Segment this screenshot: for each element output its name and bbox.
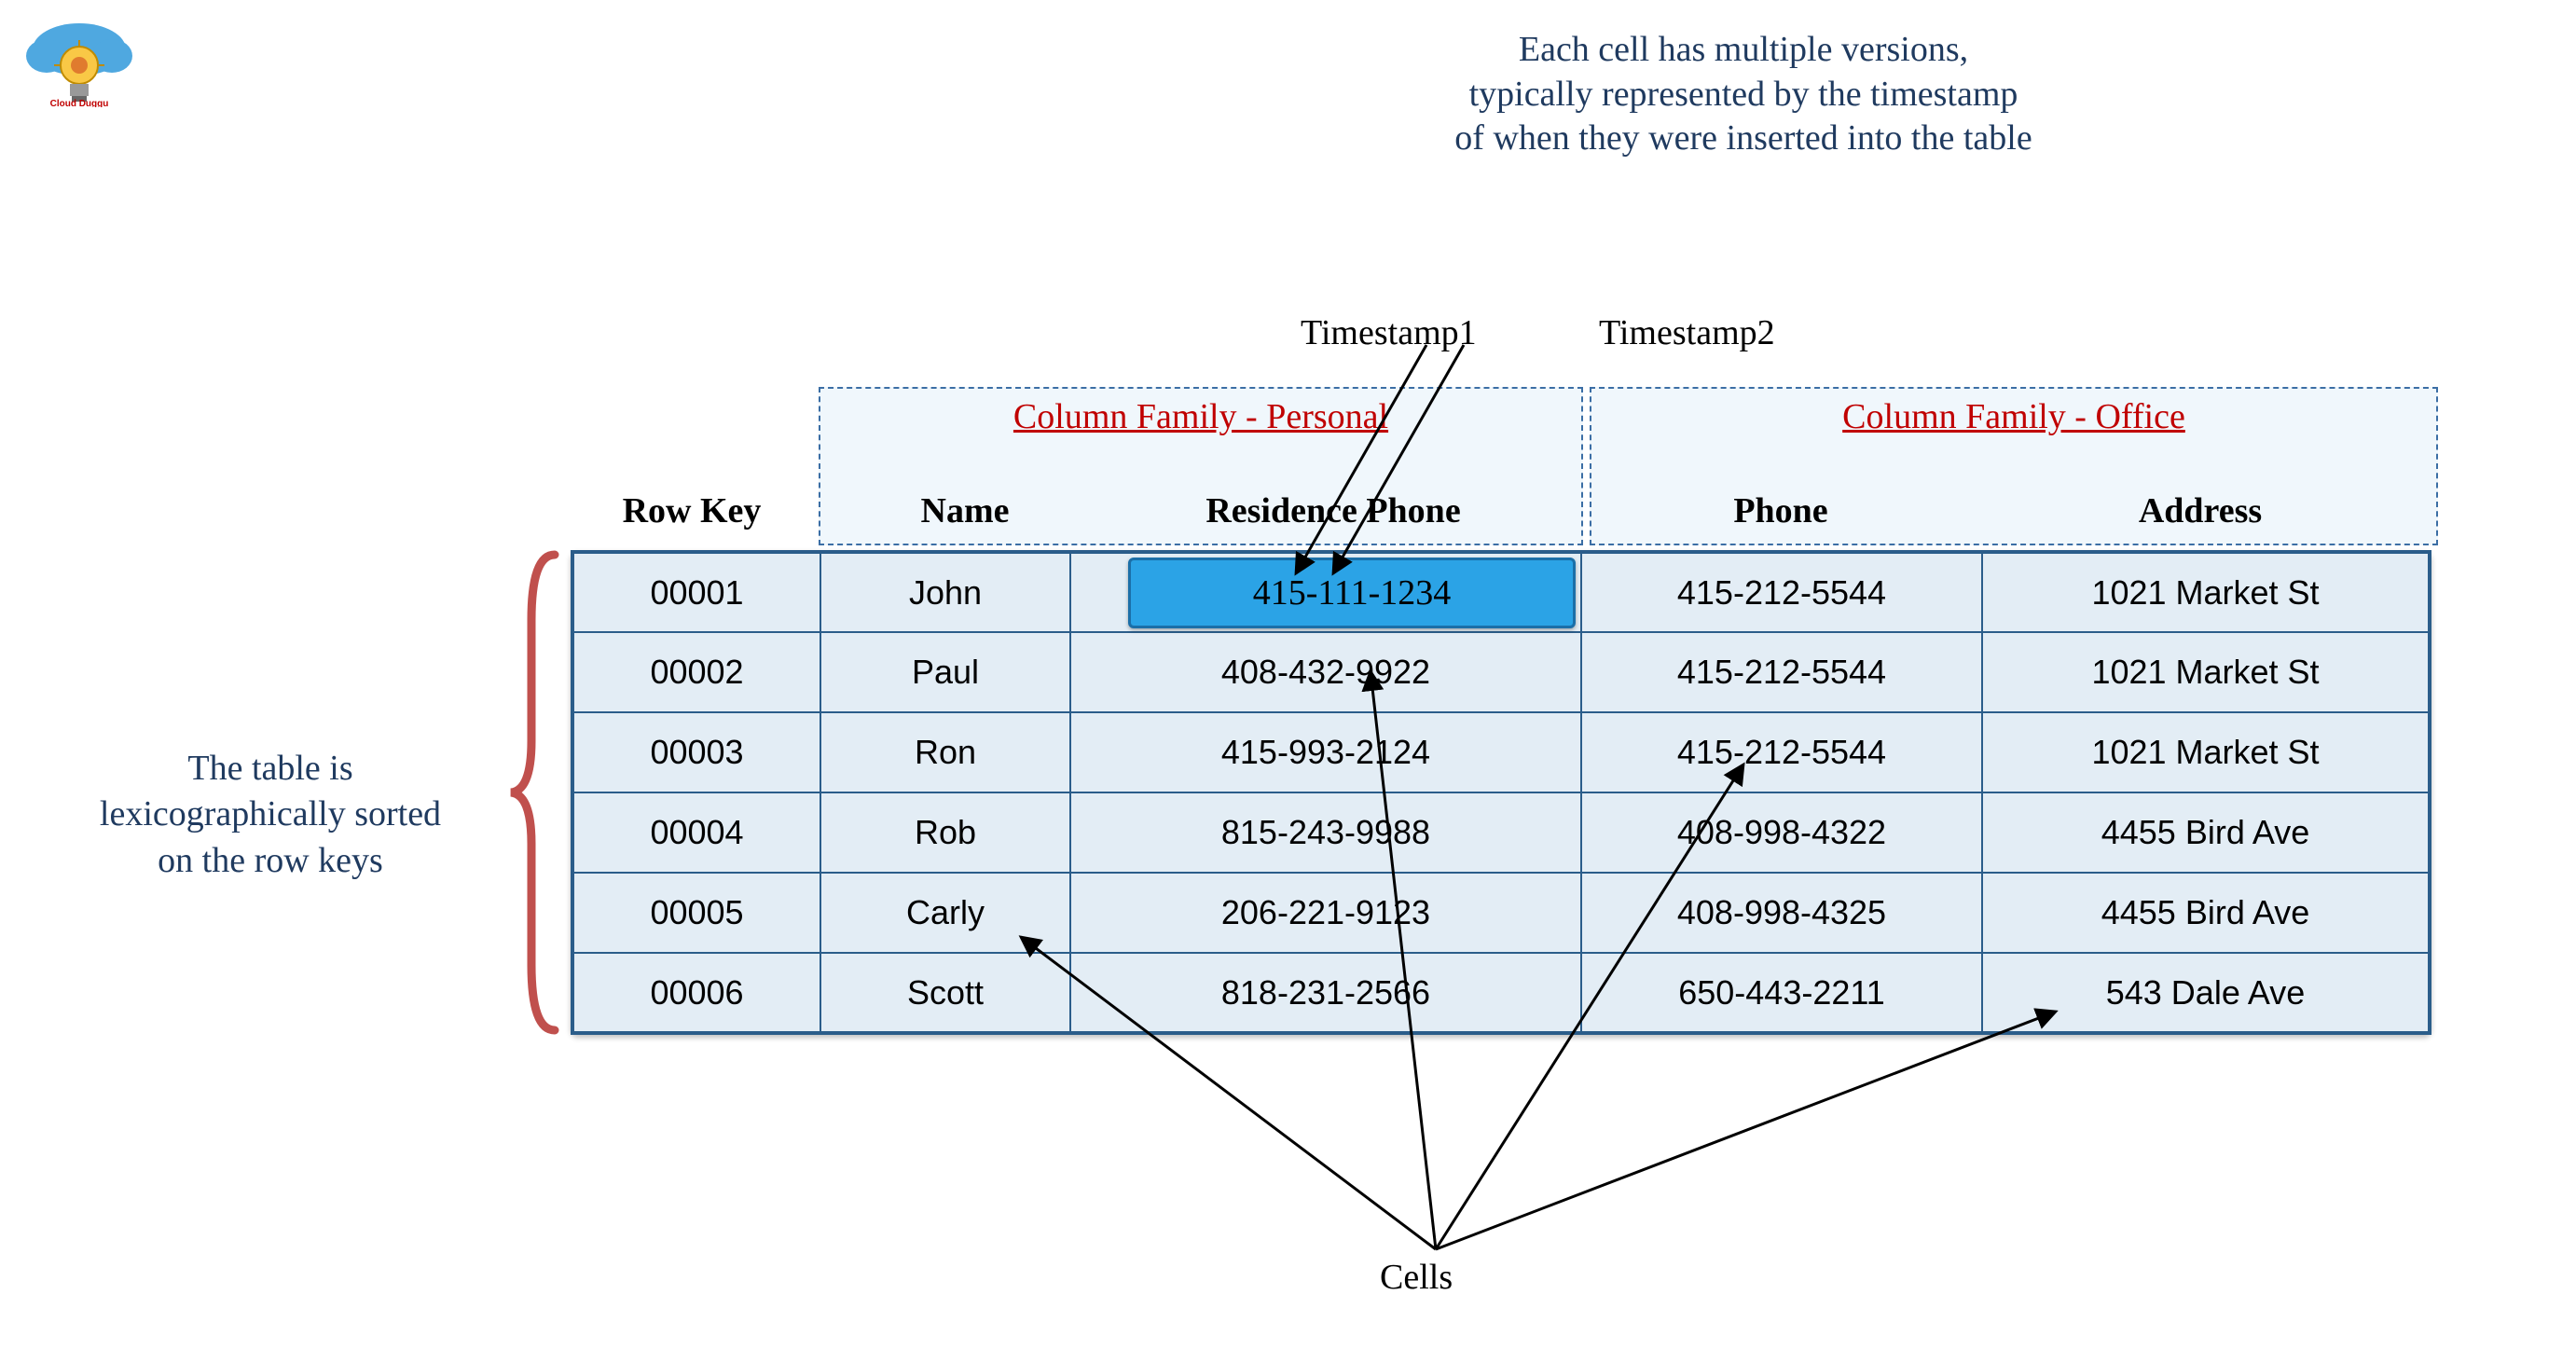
header-phone: Phone	[1622, 490, 1939, 531]
table-row: 00003Ron415-993-2124415-212-55441021 Mar…	[572, 712, 2430, 792]
brace-icon	[503, 550, 569, 1035]
table-row: 00005Carly206-221-9123408-998-43254455 B…	[572, 873, 2430, 953]
table-cell: 00004	[572, 792, 820, 873]
table-cell: 00005	[572, 873, 820, 953]
highlighted-cell: 415-111-1234	[1128, 558, 1576, 628]
table-cell: Rob	[820, 792, 1070, 873]
header-address: Address	[1995, 490, 2405, 531]
table-cell: 408-432-9922	[1070, 632, 1581, 712]
table-cell: 00006	[572, 953, 820, 1033]
table-cell: 815-243-9988	[1070, 792, 1581, 873]
timestamp2-label: Timestamp2	[1599, 312, 1775, 353]
highlighted-cell-text: 415-111-1234	[1253, 572, 1452, 613]
logo: Cloud Duggu	[19, 14, 140, 107]
annotation-left: The table islexicographically sortedon t…	[56, 746, 485, 884]
table-cell: 818-231-2566	[1070, 953, 1581, 1033]
table-cell: 206-221-9123	[1070, 873, 1581, 953]
cf-personal-title: Column Family - Personal	[1013, 397, 1388, 436]
cf-office-title: Column Family - Office	[1842, 397, 2185, 436]
table-cell: 1021 Market St	[1982, 632, 2430, 712]
table-cell: John	[820, 552, 1070, 632]
annotation-top: Each cell has multiple versions,typicall…	[1324, 28, 2163, 161]
table-cell: 650-443-2211	[1581, 953, 1982, 1033]
table-cell: 4455 Bird Ave	[1982, 792, 2430, 873]
table-cell: 00002	[572, 632, 820, 712]
table-cell: 4455 Bird Ave	[1982, 873, 2430, 953]
table-cell: 543 Dale Ave	[1982, 953, 2430, 1033]
table-cell: Paul	[820, 632, 1070, 712]
table-cell: 408-998-4325	[1581, 873, 1982, 953]
table-row: 00006Scott818-231-2566650-443-2211543 Da…	[572, 953, 2430, 1033]
header-rowkey: Row Key	[571, 490, 813, 531]
table-cell: 415-212-5544	[1581, 712, 1982, 792]
table-cell: Ron	[820, 712, 1070, 792]
cells-label: Cells	[1380, 1257, 1453, 1298]
table-cell: 00001	[572, 552, 820, 632]
table-cell: 415-212-5544	[1581, 632, 1982, 712]
table-cell: Scott	[820, 953, 1070, 1033]
table-row: 00002Paul408-432-9922415-212-55441021 Ma…	[572, 632, 2430, 712]
header-res-phone: Residence Phone	[1119, 490, 1548, 531]
table-row: 00004Rob815-243-9988408-998-43224455 Bir…	[572, 792, 2430, 873]
timestamp1-label: Timestamp1	[1301, 312, 1477, 353]
table-cell: 408-998-4322	[1581, 792, 1982, 873]
svg-text:Cloud Duggu: Cloud Duggu	[50, 99, 109, 107]
table-cell: 1021 Market St	[1982, 712, 2430, 792]
table-cell: 415-212-5544	[1581, 552, 1982, 632]
table-cell: 00003	[572, 712, 820, 792]
table-cell: Carly	[820, 873, 1070, 953]
header-name: Name	[844, 490, 1086, 531]
table-cell: 415-993-2124	[1070, 712, 1581, 792]
table-cell: 1021 Market St	[1982, 552, 2430, 632]
